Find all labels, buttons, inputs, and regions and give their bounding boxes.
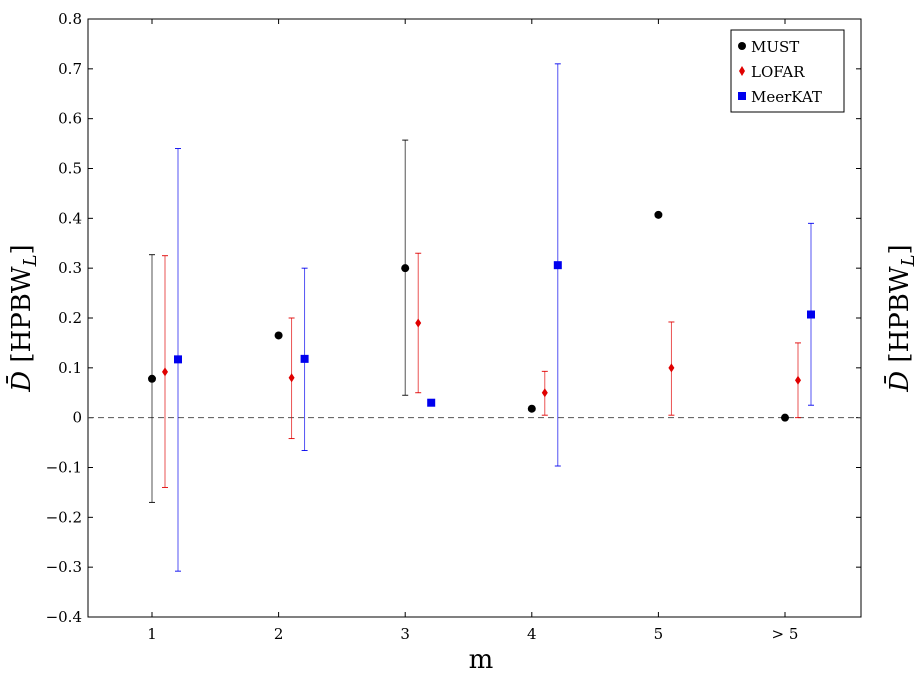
legend-label-lofar: LOFAR — [751, 63, 805, 81]
must-point — [148, 374, 156, 383]
y-tick-label: 0.6 — [58, 110, 82, 128]
legend: MUST LOFAR MeerKAT — [730, 29, 845, 113]
y-tick-label: 0.2 — [58, 309, 82, 327]
legend-box — [730, 29, 845, 113]
x-tick-label: 2 — [274, 625, 284, 643]
y-tick-label: −0.3 — [46, 558, 82, 576]
meerkat-point — [300, 354, 309, 363]
must-point — [274, 331, 283, 340]
lofar-point — [162, 367, 168, 377]
legend-label-meerkat: MeerKAT — [751, 88, 822, 106]
x-tick-label: 3 — [400, 625, 410, 643]
y-tick-label: 0.3 — [58, 259, 82, 277]
x-tick-label: 5 — [654, 625, 664, 643]
meerkat-point — [174, 355, 182, 364]
y-tick-label: −0.1 — [46, 459, 82, 477]
lofar-point — [795, 375, 801, 385]
legend-marker-meerkat — [738, 92, 746, 100]
y-tick-label: −0.4 — [46, 608, 82, 626]
y-tick-label: 0.5 — [58, 160, 82, 178]
must-point — [527, 404, 536, 413]
lofar-point — [668, 363, 675, 373]
y-tick-label: 0.4 — [58, 209, 82, 227]
x-tick-label: 4 — [527, 625, 537, 643]
meerkat-point — [807, 310, 815, 319]
x-tick-label: > 5 — [772, 625, 799, 643]
y-tick-label: 0.7 — [58, 60, 82, 78]
must-point — [781, 413, 789, 422]
lofar-point — [288, 373, 295, 383]
y-tick-label: −0.2 — [46, 508, 82, 526]
y-tick-label: 0.8 — [58, 10, 82, 28]
y-axis-title: D̄ [HPBWL] — [5, 244, 41, 392]
y-tick-label: 0 — [72, 409, 82, 427]
y-axis: −0.4 −0.3 −0.2 −0.1 0 0.1 0.2 0.3 0.4 0.5 0.6 0.7 0.… — [46, 10, 861, 626]
x-axis-title: m — [469, 645, 494, 675]
must-point — [654, 210, 663, 219]
legend-marker-must — [738, 42, 746, 50]
series-layer — [148, 63, 815, 572]
lofar-point — [415, 318, 422, 328]
x-axis: 1 2 3 4 5 > 5 — [147, 19, 798, 643]
must-point — [401, 264, 410, 273]
x-tick-label: 1 — [147, 625, 157, 643]
legend-label-must: MUST — [751, 38, 799, 56]
lofar-point — [541, 388, 548, 398]
meerkat-point — [553, 261, 562, 270]
meerkat-point — [427, 398, 436, 407]
legend-marker-lofar — [739, 66, 745, 76]
y-tick-label: 0.1 — [58, 359, 82, 377]
y-axis-title-right: D̄ [HPBWL] — [883, 244, 918, 392]
